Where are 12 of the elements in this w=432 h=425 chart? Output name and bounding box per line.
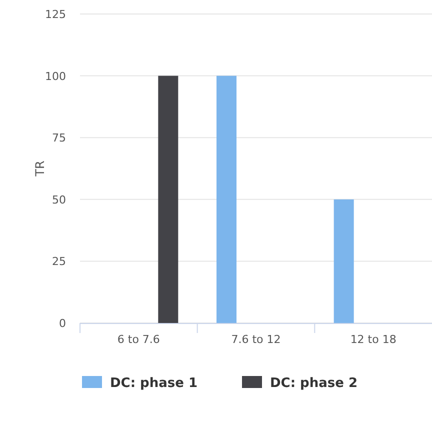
legend-label: DC: phase 2 xyxy=(270,376,358,391)
y-tick-label: 50 xyxy=(52,193,66,206)
legend-label: DC: phase 1 xyxy=(110,376,198,391)
x-tick-label: 7.6 to 12 xyxy=(231,333,281,346)
x-tick-label: 12 to 18 xyxy=(350,333,396,346)
y-tick-label: 0 xyxy=(59,317,66,330)
x-tick-label: 6 to 7.6 xyxy=(117,333,160,346)
y-tick-label: 125 xyxy=(45,8,66,21)
y-axis-title: TR xyxy=(33,160,47,178)
y-tick-label: 100 xyxy=(45,70,66,83)
y-tick-label: 75 xyxy=(52,132,66,145)
y-tick-label: 25 xyxy=(52,255,66,268)
